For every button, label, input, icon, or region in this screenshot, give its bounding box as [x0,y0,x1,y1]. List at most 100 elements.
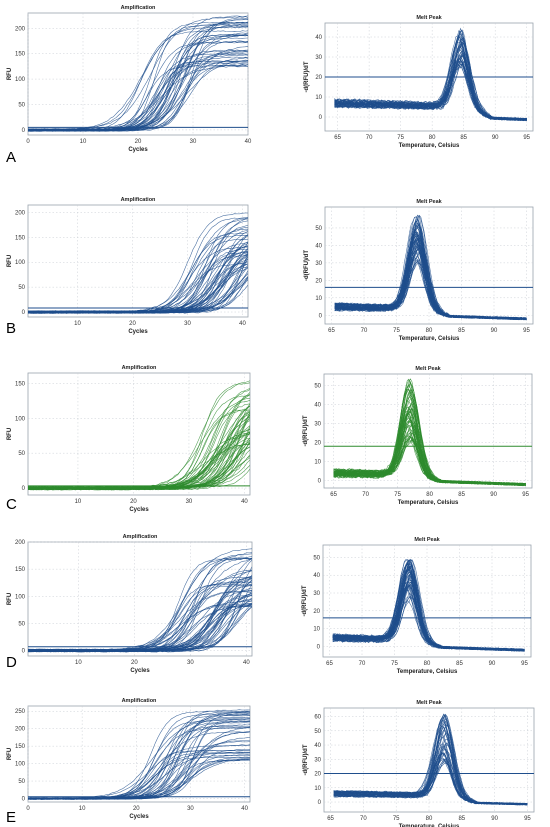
x-tick-label: 95 [524,816,531,822]
x-axis-label: Cycles [128,147,148,153]
x-axis-label: Cycles [129,814,149,820]
x-tick-label: 70 [362,492,369,498]
x-axis-label: Temperature, Celsius [399,143,460,149]
data-curve [333,389,526,486]
data-curve [28,727,250,800]
data-curve [334,58,527,121]
data-curve [333,439,526,487]
x-tick-label: 65 [327,816,334,822]
y-tick-label: 200 [15,727,26,733]
x-tick-label: 85 [458,328,465,334]
data-curve [28,444,250,490]
y-tick-label: 60 [314,715,321,721]
data-curve [28,578,252,653]
y-tick-label: 50 [18,285,25,291]
amplification-chart: 0 10 20 30 40 0 50 100 150 200 Amplification Cycles… [7,5,252,153]
data-curve [28,62,248,132]
chart-title: Amplification [123,534,158,540]
chart-title: Melt Peak [416,15,442,21]
y-tick-label: 20 [315,75,322,81]
plot-frame [27,372,251,496]
x-axis-label: Cycles [129,507,149,513]
curve-group [28,212,248,314]
y-tick-label: 30 [315,261,322,267]
x-tick-label: 95 [523,328,530,334]
y-tick-label: 0 [318,478,322,484]
amplification-chart: 10 20 30 40 0 50 100 150 200 Amplification Cycles R… [7,534,253,674]
x-tick-label: 10 [80,139,87,145]
x-tick-label: 20 [130,499,137,505]
y-axis-label: RFU [7,428,13,440]
curve-group [333,378,526,487]
y-tick-label: 150 [15,567,26,573]
x-tick-label: 40 [241,806,248,812]
data-curve [28,49,248,131]
data-curve [28,65,248,130]
x-tick-label: 75 [391,661,398,667]
curve-group [334,27,527,122]
chart-title: Melt Peak [416,199,442,205]
data-curve [28,605,252,652]
data-curve [333,378,526,486]
panel-c: C 10 20 30 40050100150AmplificationCyclesRF… [6,365,533,513]
x-tick-label: 20 [135,139,142,145]
panel-label: D [6,654,17,671]
y-tick-label: 10 [314,786,321,792]
y-tick-label: 20 [314,772,321,778]
y-tick-label: 250 [15,709,26,715]
y-tick-label: 200 [15,540,26,546]
y-tick-label: 40 [313,573,320,579]
x-tick-label: 80 [426,492,433,498]
amplification-chart: 0 10 20 30 40 0 50 100 150 200 250 Amplification Cyc… [7,698,251,820]
y-tick-label: 150 [15,52,26,58]
data-curve [333,726,528,806]
y-tick-label: 40 [315,35,322,41]
y-tick-label: 100 [15,260,26,266]
x-tick-label: 80 [426,328,433,334]
y-tick-label: 150 [15,235,26,241]
y-tick-label: 30 [315,55,322,61]
y-tick-label: 0 [319,313,323,319]
x-tick-label: 10 [75,660,82,666]
y-axis-label: -d(RFU)/dT [302,585,308,616]
y-tick-label: 30 [314,421,321,427]
x-tick-label: 75 [397,135,404,141]
x-tick-label: 0 [26,806,30,812]
y-tick-label: 50 [18,451,25,457]
panel-d: D 10 20 30 40050100150200AmplificationCycle… [6,534,532,675]
x-tick-label: 80 [426,816,433,822]
y-tick-label: 0 [317,644,321,650]
y-tick-label: 40 [315,243,322,249]
data-curve [332,559,525,652]
x-tick-label: 65 [328,328,335,334]
y-tick-label: 0 [22,486,26,492]
y-tick-label: 100 [15,762,26,768]
y-tick-label: 50 [315,226,322,232]
x-tick-label: 95 [521,661,528,667]
x-tick-label: 20 [131,660,138,666]
y-tick-label: 50 [18,103,25,109]
y-tick-label: 50 [18,779,25,785]
y-tick-label: 0 [22,310,26,316]
y-axis-label: RFU [7,748,13,760]
melt-peak-chart: 65 70 75 80 85 90 95 0 10 20 30 40 Melt Peak Temperat… [304,15,534,149]
x-tick-label: 80 [424,661,431,667]
y-tick-label: 40 [314,743,321,749]
y-tick-label: 150 [15,744,26,750]
y-axis-label: RFU [7,255,13,267]
chart-title: Amplification [122,698,157,704]
y-tick-label: 30 [314,757,321,763]
y-tick-label: 0 [22,649,26,655]
x-axis-label: Temperature, Celsius [397,669,458,675]
y-tick-label: 50 [313,555,320,561]
y-axis-label: -d(RFU)/dT [304,61,310,92]
panel-label: A [6,149,16,166]
chart-title: Melt Peak [414,537,440,543]
y-axis-label: RFU [7,593,13,605]
x-tick-label: 65 [334,135,341,141]
panel-b: B 10 20 30 40050100150200AmplificationCycle… [6,197,534,342]
y-axis-label: -d(RFU)/dT [304,250,310,281]
chart-title: Amplification [122,365,157,371]
plot-frame [27,204,249,318]
